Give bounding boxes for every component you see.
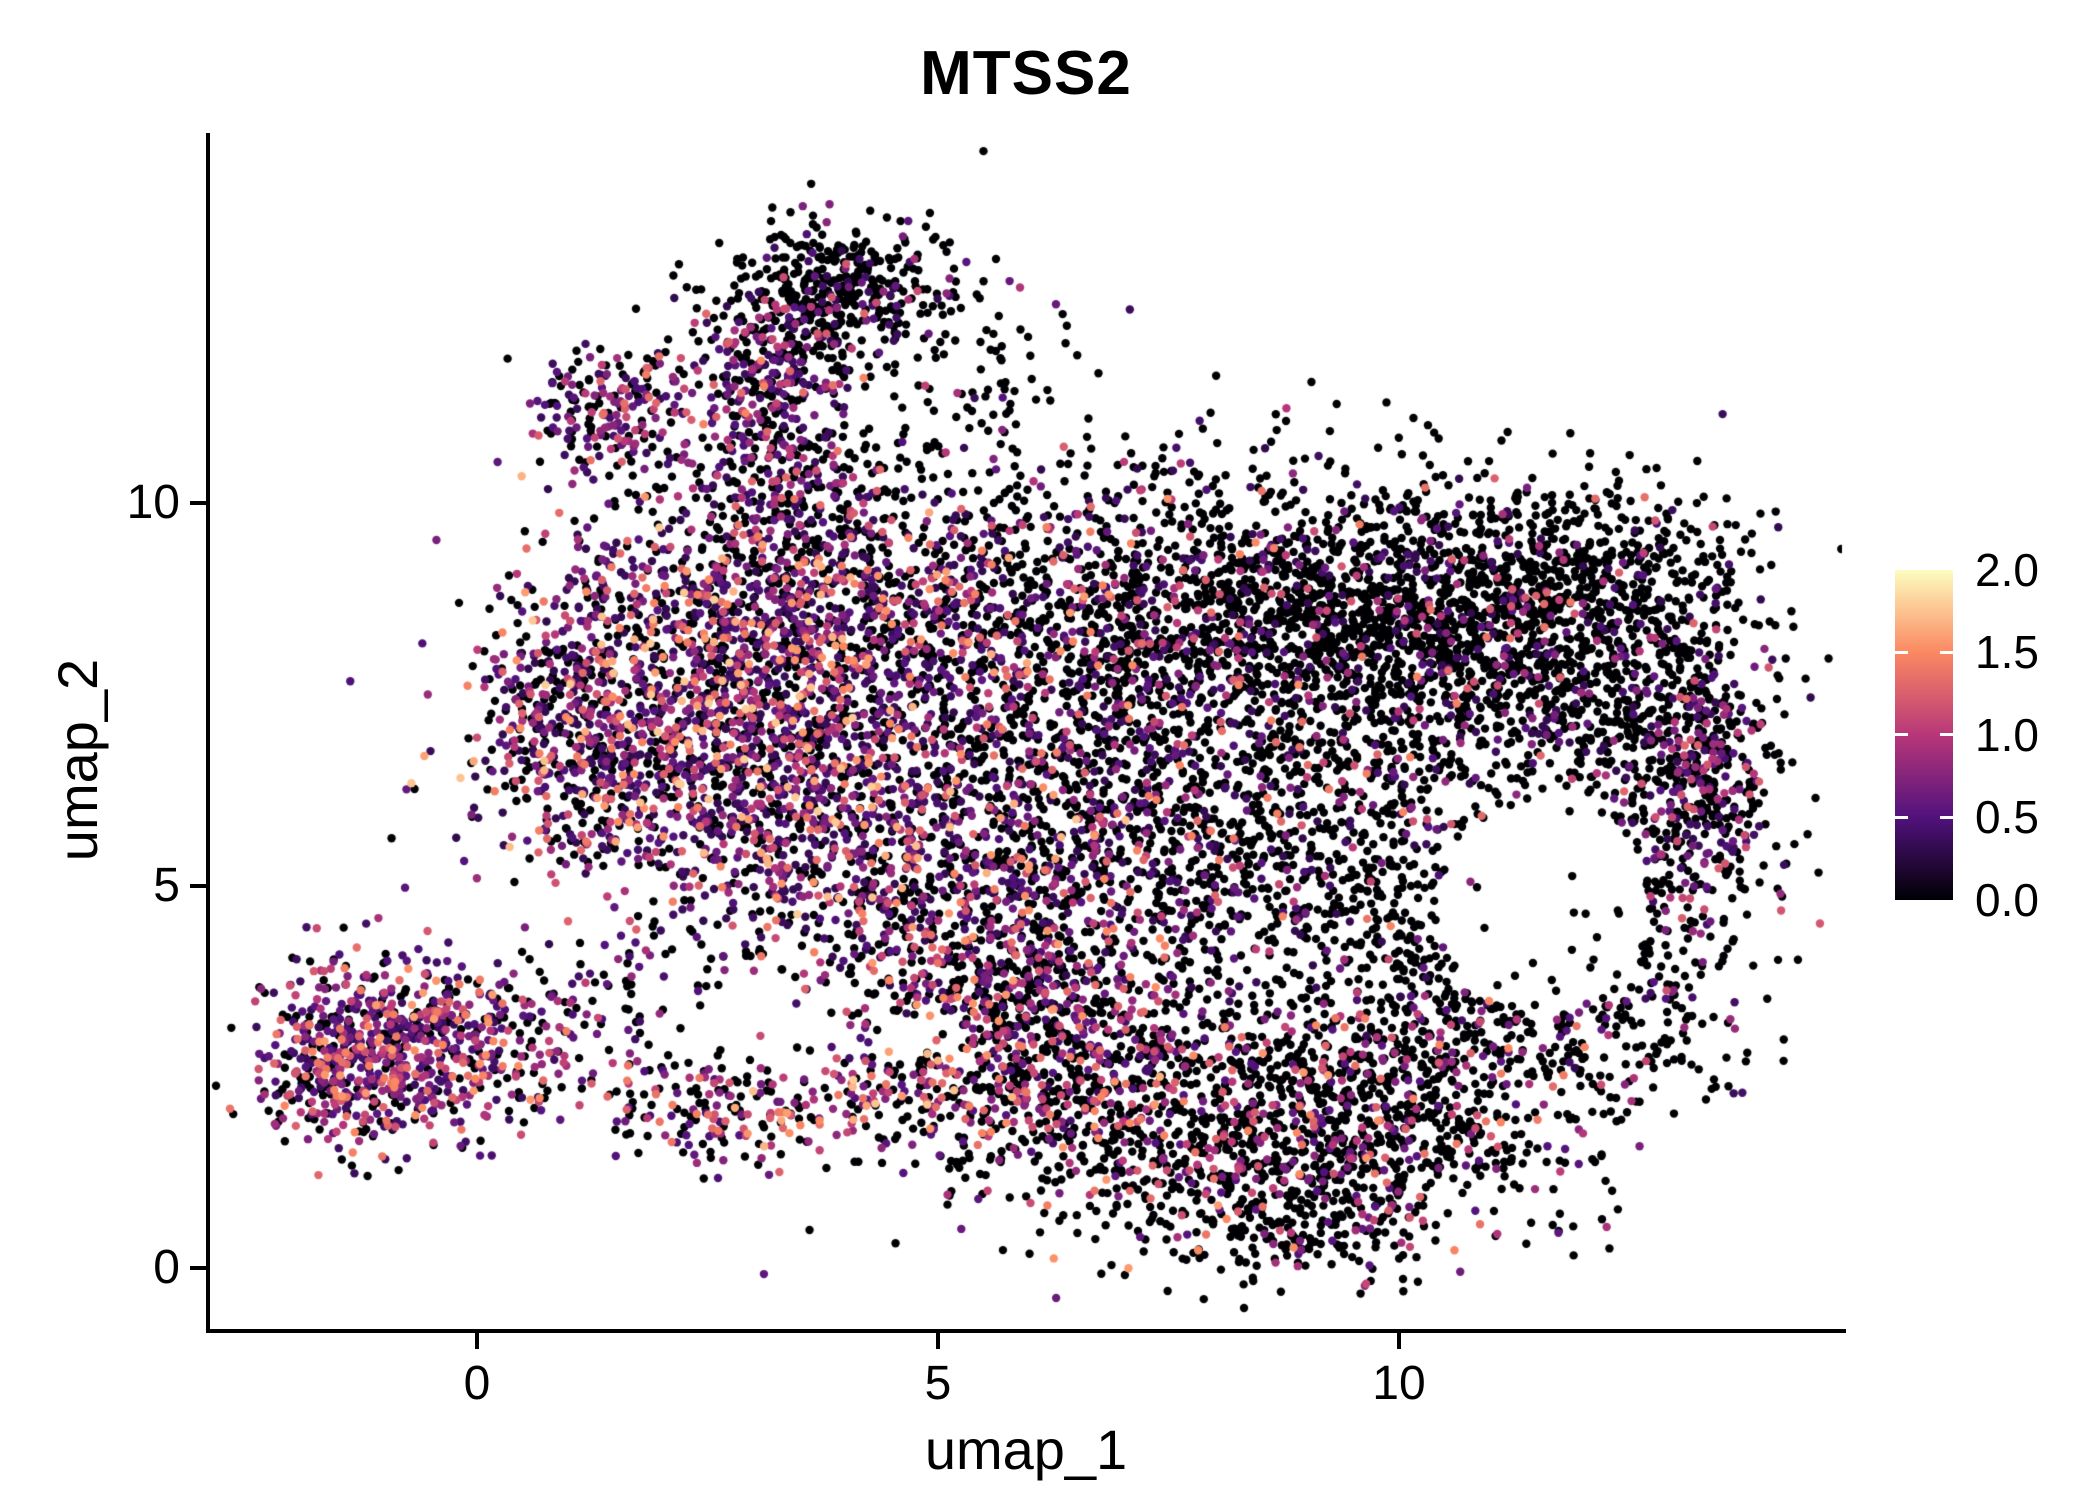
y-axis-label: umap_2 <box>46 658 109 862</box>
colorbar-tick <box>1895 733 1908 736</box>
y-tick-label: 5 <box>153 859 180 912</box>
colorbar-label: 1.5 <box>1975 626 2039 678</box>
colorbar-label: 2.0 <box>1975 544 2039 596</box>
y-tick-label: 0 <box>153 1241 180 1294</box>
y-tick-mark <box>190 884 206 888</box>
x-axis-line <box>206 1329 1846 1333</box>
colorbar-tick <box>1940 651 1953 654</box>
y-tick-mark <box>190 501 206 505</box>
x-tick-label: 10 <box>1372 1357 1426 1410</box>
colorbar-tick <box>1895 651 1908 654</box>
x-tick-label: 5 <box>924 1357 952 1410</box>
colorbar-tick <box>1940 816 1953 819</box>
colorbar-tick <box>1940 733 1953 736</box>
x-tick-label: 0 <box>463 1357 491 1410</box>
colorbar-label: 1.0 <box>1975 709 2039 761</box>
colorbar-label: 0.5 <box>1975 791 2039 843</box>
x-tick-mark <box>936 1333 940 1349</box>
y-axis-line <box>206 133 210 1333</box>
x-axis-label: umap_1 <box>924 1418 1128 1481</box>
x-tick-mark <box>475 1333 479 1349</box>
x-tick-mark <box>1397 1333 1401 1349</box>
colorbar-label: 0.0 <box>1975 874 2039 926</box>
colorbar-tick <box>1895 816 1908 819</box>
y-tick-mark <box>190 1266 206 1270</box>
y-tick-label: 10 <box>126 476 180 529</box>
